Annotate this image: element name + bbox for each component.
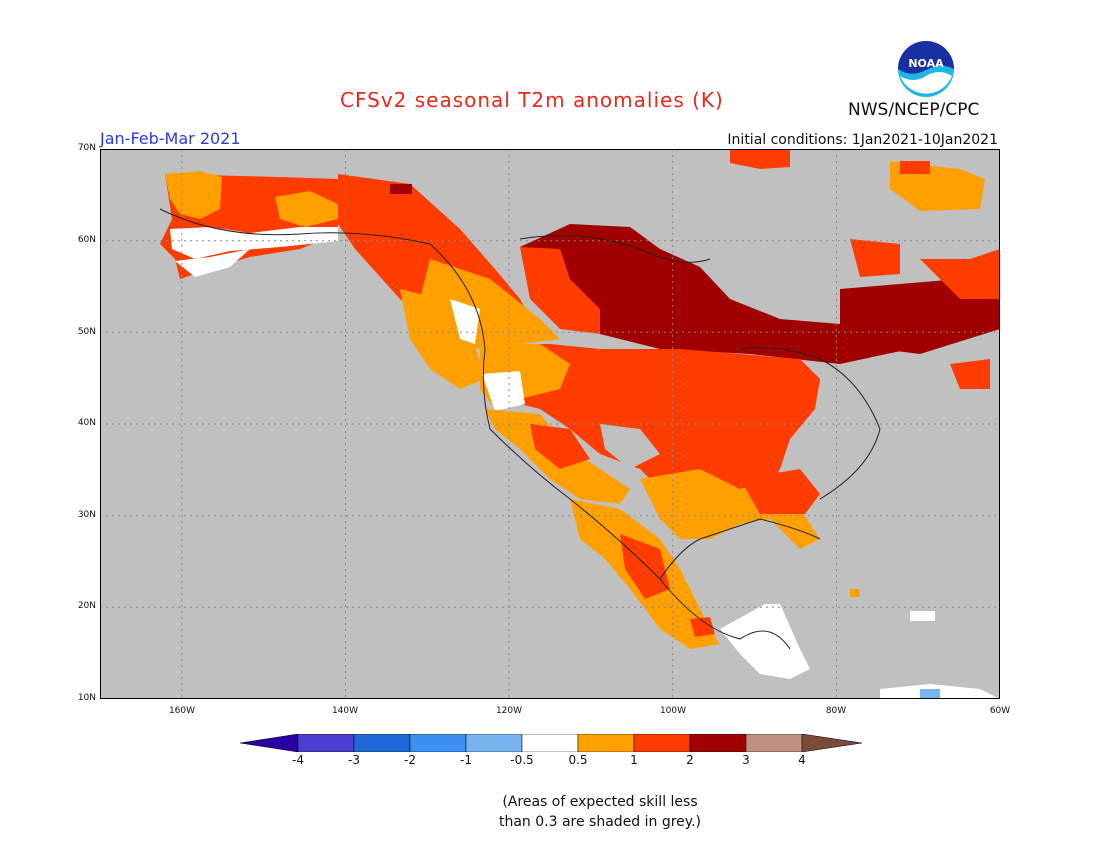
colorbar-segment-neutral [521,734,579,752]
lon-label-80w: 80W [825,706,847,716]
lat-label-30n: 30N [77,510,96,520]
colorbar-label-3: 3 [742,753,750,767]
western-canada-region [338,174,560,389]
lon-label-140w: 140W [331,706,359,716]
lon-label-100w: 100W [659,706,687,716]
lat-label-10n: 10N [77,693,96,703]
colorbar-label-2: 2 [686,753,694,767]
colorbar-segment-minus2-minus1 [409,734,467,752]
colorbar-label-minus3: -3 [348,753,360,767]
skill-note-line1: (Areas of expected skill less [502,794,698,810]
skill-note-line2: than 0.3 are shaded in grey.) [498,814,701,830]
lat-label-50n: 50N [77,327,96,337]
northeast-region [730,149,985,211]
alaska-region [160,171,338,279]
anomaly-map [100,149,1000,699]
noaa-logo-text: NOAA [908,57,944,70]
conus-region [480,344,820,549]
colorbar-label-minus2: -2 [404,753,416,767]
initial-conditions-label: Initial conditions: 1Jan2021-10Jan2021 [727,132,998,148]
skill-note: (Areas of expected skill less than 0.3 a… [470,792,730,832]
lon-label-60w: 60W [989,706,1011,716]
lat-label-60n: 60N [77,235,96,245]
colorbar-segment-2-3 [689,734,747,752]
colorbar-label-05: 0.5 [568,753,588,767]
colorbar-segment-minus3-minus2 [353,734,411,752]
coastlines [159,208,881,650]
map-title: CFSv2 seasonal T2m anomalies (K) [340,88,724,112]
colorbar-label-minus1: -1 [460,753,472,767]
agency-label: NWS/NCEP/CPC [848,100,980,120]
lon-label-120w: 120W [495,706,523,716]
colorbar-segment-gt-4 [801,734,862,752]
colorbar-segment-05-1 [577,734,635,752]
season-label: Jan-Feb-Mar 2021 [100,129,241,148]
central-america-region [720,589,1000,699]
colorbar-label-4: 4 [798,753,806,767]
colorbar-segment-minus4-minus3 [297,734,355,752]
lat-label-20n: 20N [77,601,96,611]
graticule [100,149,1000,699]
colorbar-segment-minus1-minus05 [465,734,523,752]
colorbar-label-minus05: -0.5 [510,753,534,767]
colorbar-segment-3-4 [745,734,803,752]
lat-label-70n: 70N [77,143,96,153]
colorbar-segment-1-2 [633,734,691,752]
mexico-region [570,499,720,649]
colorbar-segment-lt-minus4 [240,734,299,752]
lat-label-40n: 40N [77,418,96,428]
lon-label-160w: 160W [168,706,196,716]
colorbar-label-minus4: -4 [292,753,304,767]
noaa-logo: NOAA [898,41,954,97]
central-canada-region [520,224,1000,389]
colorbar-label-1: 1 [630,753,638,767]
colorbar [240,734,862,752]
